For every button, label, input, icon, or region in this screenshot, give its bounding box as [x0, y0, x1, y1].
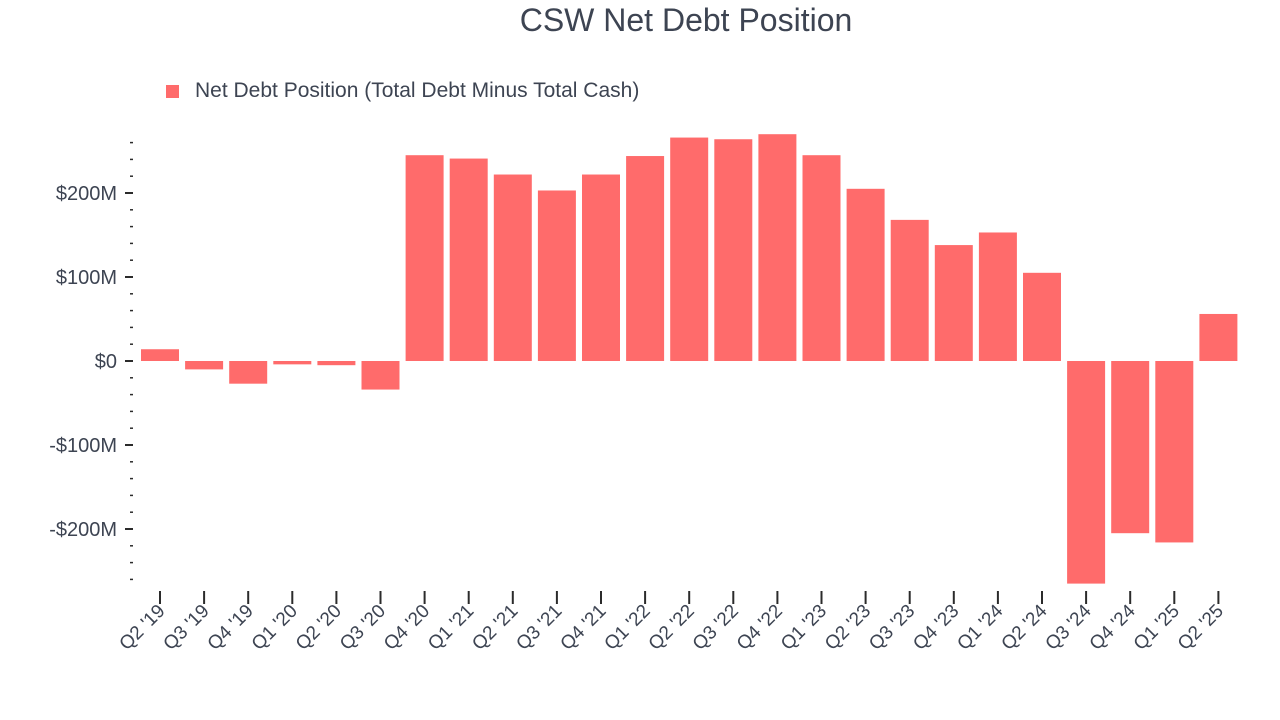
bar: [1111, 361, 1150, 534]
bar: [141, 349, 179, 361]
x-tick-label: Q1 '21: [424, 601, 478, 655]
bar: [1023, 272, 1061, 361]
legend-label: Net Debt Position (Total Debt Minus Tota…: [195, 79, 640, 102]
x-tick-label: Q1 '25: [1130, 601, 1184, 655]
bar: [802, 155, 841, 361]
x-tick-label: Q1 '22: [601, 601, 655, 655]
y-tick-label: $100M: [56, 267, 117, 289]
x-tick-label: Q2 '20: [292, 601, 346, 655]
bar: [1199, 313, 1238, 361]
bar: [670, 137, 709, 361]
x-tick-label: Q2 '25: [1174, 601, 1228, 655]
bar: [934, 245, 973, 361]
x-tick-label: Q3 '21: [512, 601, 566, 655]
x-tick-label: Q3 '20: [336, 601, 390, 655]
bar: [229, 361, 268, 384]
bar: [493, 174, 532, 361]
bar: [405, 155, 444, 361]
x-tick-label: Q4 '20: [380, 601, 434, 655]
y-tick-label: $200M: [56, 183, 117, 205]
bar: [846, 188, 885, 361]
bar: [978, 232, 1017, 361]
y-tick-label: -$100M: [49, 435, 117, 457]
bar: [317, 361, 356, 366]
x-tick-label: Q3 '22: [689, 601, 743, 655]
x-tick-label: Q4 '21: [557, 601, 611, 655]
legend-swatch: [166, 84, 179, 98]
legend: Net Debt Position (Total Debt Minus Tota…: [166, 79, 639, 103]
y-tick-label: $0: [95, 351, 117, 373]
bar: [1067, 361, 1106, 584]
bar: [185, 361, 224, 370]
y-tick-label: -$200M: [49, 519, 117, 541]
x-tick-label: Q3 '19: [160, 601, 214, 655]
x-tick-label: Q4 '19: [204, 601, 258, 655]
x-tick-label: Q4 '24: [1086, 600, 1140, 654]
bar: [758, 134, 797, 361]
bar: [890, 219, 929, 361]
bar: [1155, 361, 1194, 543]
x-tick-label: Q2 '21: [468, 601, 522, 655]
x-tick-label: Q2 '19: [116, 601, 170, 655]
x-tick-label: Q2 '24: [998, 600, 1052, 654]
bar: [449, 158, 488, 361]
x-tick-label: Q4 '23: [909, 601, 963, 655]
x-tick-label: Q3 '24: [1042, 600, 1096, 654]
bar: [537, 190, 576, 361]
x-tick-label: Q3 '23: [865, 601, 919, 655]
x-tick-label: Q1 '23: [777, 601, 831, 655]
x-tick-label: Q2 '22: [645, 601, 699, 655]
bar: [273, 361, 312, 365]
x-tick-label: Q2 '23: [821, 601, 875, 655]
x-tick-label: Q1 '24: [953, 600, 1007, 654]
bar: [361, 361, 400, 390]
chart-title: CSW Net Debt Position: [519, 2, 853, 38]
bar: [626, 156, 665, 361]
bar: [714, 139, 753, 361]
bar: [582, 174, 620, 361]
x-tick-label: Q1 '20: [248, 601, 302, 655]
x-tick-label: Q4 '22: [733, 601, 787, 655]
